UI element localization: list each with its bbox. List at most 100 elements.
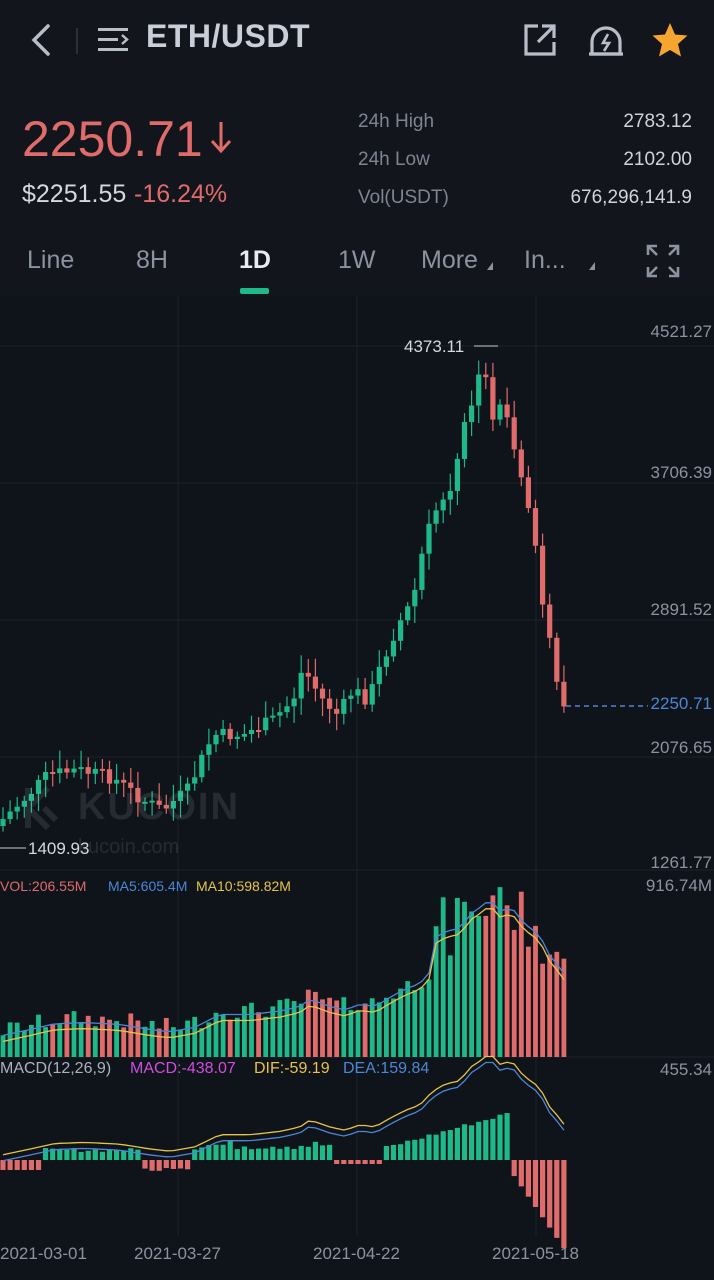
volume-bar (107, 1019, 112, 1057)
volume-bar (433, 926, 439, 1057)
macd-bar (213, 1144, 219, 1160)
macd-bar (341, 1160, 347, 1164)
macd-bar (383, 1146, 389, 1160)
macd-bar (92, 1149, 98, 1160)
volume-bar (149, 1020, 155, 1057)
candle-body (483, 374, 489, 378)
fullscreen-icon[interactable] (646, 244, 680, 278)
date-axis-label: 2021-03-01 (0, 1244, 87, 1263)
candle-body (327, 698, 333, 709)
stat-value-low: 2102.00 (623, 149, 692, 170)
candle-body (270, 715, 276, 718)
candle-body (106, 769, 113, 784)
macd-bar (256, 1148, 262, 1160)
macd-bar (419, 1138, 425, 1160)
candle-body (28, 793, 34, 801)
macd-bar (504, 1113, 510, 1160)
candle-body (476, 374, 482, 406)
volume-bar (320, 999, 325, 1057)
volume-bar (199, 1028, 205, 1057)
volume-bar (277, 1000, 283, 1057)
candle-body (185, 783, 191, 791)
macd-bar (518, 1160, 524, 1187)
macd-bar (376, 1160, 382, 1164)
tab-line[interactable]: Line (27, 246, 75, 274)
back-icon[interactable] (22, 20, 62, 60)
volume-bar (0, 1035, 6, 1057)
volume-bar (78, 1023, 84, 1057)
candle-body (57, 768, 63, 774)
macd-bar (177, 1160, 184, 1169)
macd-bar (241, 1146, 247, 1160)
candle-body (213, 734, 219, 745)
stat-value-volume: 676,296,141.9 (570, 187, 692, 208)
date-axis-label: 2021-04-22 (313, 1244, 400, 1263)
volume-bar (192, 1016, 198, 1057)
candle-body (518, 449, 524, 478)
volume-bar (540, 963, 545, 1057)
macd-bar (348, 1160, 354, 1164)
volume-bar (171, 1027, 176, 1057)
trading-pair-title[interactable]: ETH/USDT (146, 18, 310, 54)
candle-body (43, 771, 49, 780)
macd-bar (277, 1148, 283, 1160)
macd-bar (7, 1160, 13, 1170)
volume-bar (426, 979, 432, 1057)
volume-bar (121, 1027, 127, 1057)
candle-body (312, 676, 318, 689)
candle-body (277, 712, 283, 716)
candle-body (469, 405, 475, 423)
volume-bar (412, 990, 418, 1057)
macd-bar (525, 1160, 531, 1197)
candle-body (78, 767, 84, 770)
macd-bar (28, 1160, 34, 1170)
volume-bar (327, 997, 332, 1057)
down-arrow-icon (210, 122, 232, 154)
candle-body (14, 806, 20, 812)
tab-indicators[interactable]: In... (524, 246, 566, 274)
macd-bar (64, 1149, 70, 1160)
watermark-brand: KUCOIN (78, 786, 240, 828)
volume-bar (291, 1001, 297, 1057)
macd-bar (234, 1149, 240, 1160)
share-icon[interactable] (520, 20, 560, 60)
candle-body (128, 782, 134, 788)
macd-bar (490, 1118, 496, 1160)
candle-body (398, 620, 404, 641)
price-change: -16.24% (134, 180, 228, 208)
high-marker-label: 4373.11 (404, 337, 465, 356)
volume-bar (483, 915, 489, 1057)
macd-bar (199, 1147, 205, 1160)
candle-body (21, 800, 27, 807)
tab-1w[interactable]: 1W (338, 246, 376, 274)
tab-1d[interactable]: 1D (239, 246, 271, 274)
vol-axis-max: 916.74M (645, 876, 712, 895)
candle-body (135, 787, 141, 803)
stat-label-low: 24h Low (358, 149, 430, 170)
candle-body (540, 545, 546, 605)
candle-body (454, 458, 460, 491)
candle-body (149, 800, 155, 803)
candle-body (248, 730, 255, 734)
more-dropdown-icon (487, 262, 493, 270)
tab-more[interactable]: More (421, 246, 478, 274)
interval-tabs: Line 8H 1D 1W More In... (0, 230, 714, 296)
macd-bar (114, 1150, 120, 1160)
candle-body (405, 606, 411, 621)
tab-8h[interactable]: 8H (136, 246, 168, 274)
macd-bar (298, 1145, 304, 1160)
ma5-label: MA5:605.4M (108, 878, 188, 894)
volume-bar (398, 988, 403, 1057)
alarm-icon[interactable] (586, 20, 626, 60)
macd-bar (149, 1160, 155, 1171)
candle-body (256, 730, 262, 733)
volume-bar (234, 1017, 240, 1057)
stat-label-volume: Vol(USDT) (358, 187, 449, 208)
candle-body (532, 508, 539, 546)
menu-icon[interactable] (96, 22, 132, 58)
volume-bar (447, 955, 453, 1057)
macd-bar (547, 1160, 553, 1228)
candle-body (170, 800, 176, 809)
kline-chart[interactable] (0, 296, 714, 1280)
star-icon[interactable] (650, 20, 690, 60)
